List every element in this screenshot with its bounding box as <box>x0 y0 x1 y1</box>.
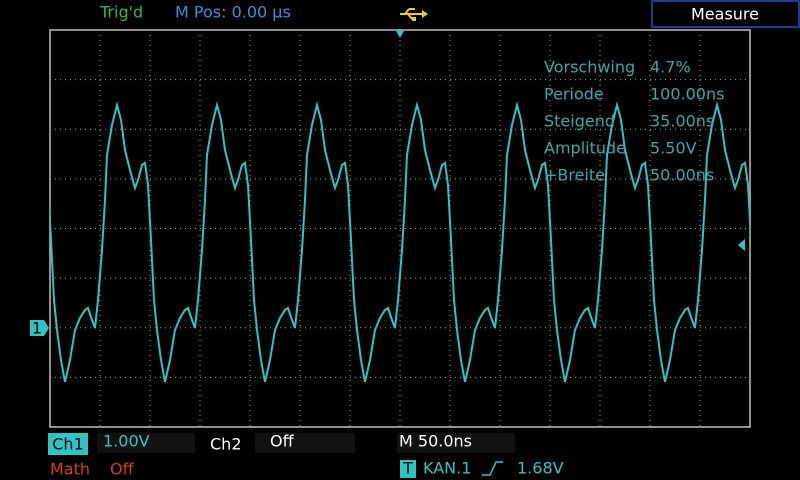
measurement-value: 5.50V <box>650 139 697 158</box>
channel-marker: 1 <box>32 319 42 338</box>
menu-title[interactable]: Measure <box>691 5 759 24</box>
trigger-icon-box <box>400 460 416 478</box>
trigger-source: KAN.1 <box>423 459 471 478</box>
channel-marker-arrow <box>44 320 49 336</box>
measurement-value: 100.00ns <box>650 85 724 104</box>
math-label[interactable]: Math <box>50 460 90 479</box>
ch1-label-box[interactable] <box>48 433 88 455</box>
measurements: Vorschwing 4.7% Periode 100.00ns Steigend 35.… <box>544 58 724 185</box>
usb-icon <box>400 8 428 21</box>
measurement-label: Vorschwing <box>544 58 635 77</box>
trigger-position-marker <box>396 31 404 38</box>
ch2-label[interactable]: Ch2 <box>210 435 242 454</box>
measurement-value: 4.7% <box>650 58 691 77</box>
horizontal-position: M Pos: 0.00 µs <box>175 3 291 22</box>
channel-marker-box <box>30 320 44 336</box>
measurement-label: +Breite <box>544 166 605 185</box>
ch1-scale: 1.00V <box>103 432 150 451</box>
trigger-icon: T <box>402 459 413 478</box>
measurement-value: 35.00ns <box>650 112 714 131</box>
trigger-edge-icon <box>482 461 503 476</box>
ch1-label[interactable]: Ch1 <box>52 435 84 454</box>
ch2-scale: Off <box>270 432 295 451</box>
trigger-status: Trig'd <box>99 3 143 22</box>
trigger-level-marker <box>738 239 745 251</box>
measurement-label: Steigend <box>544 112 615 131</box>
trigger-level: 1.68V <box>517 459 564 478</box>
ch1-scale-box <box>97 433 195 453</box>
graticule <box>50 30 750 427</box>
waveform <box>50 101 750 383</box>
measurement-label: Periode <box>544 85 604 104</box>
measurement-value: 50.00ns <box>650 166 714 185</box>
ch2-scale-box <box>255 433 355 453</box>
measurement-label: Amplitude <box>544 139 626 158</box>
timebase: M 50.0ns <box>399 432 472 451</box>
menu-title-box[interactable] <box>651 0 800 28</box>
math-state: Off <box>110 460 135 479</box>
timebase-box <box>397 433 515 453</box>
